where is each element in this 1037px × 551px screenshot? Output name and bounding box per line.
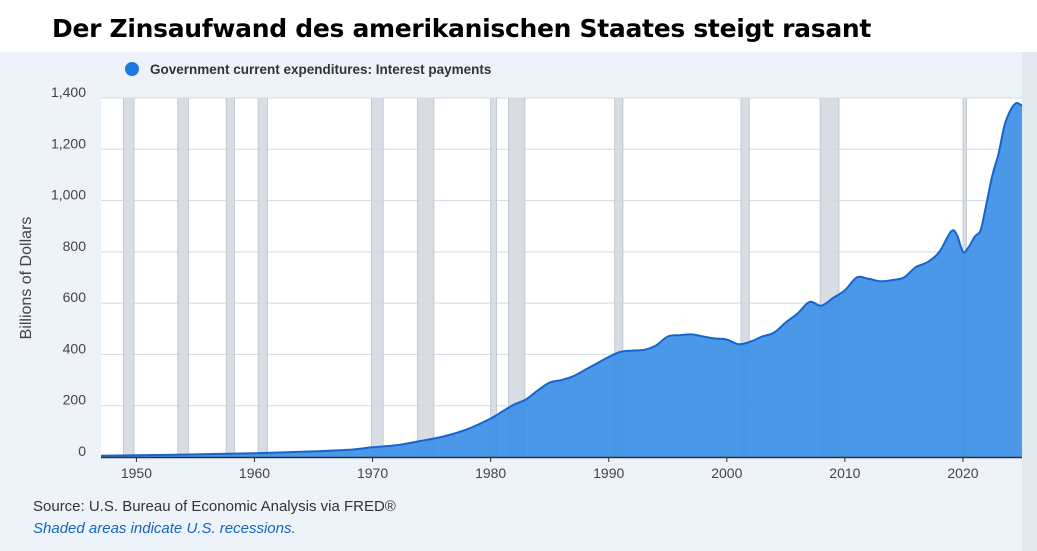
- x-tick-label: 1950: [121, 465, 152, 481]
- y-tick-label: 1,200: [51, 135, 86, 151]
- y-tick-label: 200: [63, 392, 87, 408]
- recession-band: [177, 98, 189, 457]
- recession-band: [371, 98, 384, 457]
- x-tick-label: 2020: [947, 465, 978, 481]
- x-tick-label: 1980: [475, 465, 506, 481]
- x-tick-label: 2010: [829, 465, 860, 481]
- recession-band: [490, 98, 497, 457]
- x-tick-label: 1960: [239, 465, 270, 481]
- x-tick-label: 1990: [593, 465, 624, 481]
- recession-band: [740, 98, 750, 457]
- y-tick-label: 400: [63, 340, 87, 356]
- recession-band: [258, 98, 268, 457]
- y-tick-label: 800: [63, 238, 87, 254]
- y-tick-label: 0: [78, 443, 86, 459]
- y-tick-label: 600: [63, 289, 87, 305]
- recession-band: [226, 98, 235, 457]
- axis-layer: 0 200 400 600 800 1,000 1,200 1,400 1950 1960 1970…: [51, 84, 1022, 481]
- y-tick-label: 1,000: [51, 187, 86, 203]
- legend-swatch: [125, 62, 139, 76]
- area-layer: [100, 101, 1023, 458]
- recession-band: [417, 98, 434, 457]
- recession-band: [123, 98, 135, 457]
- legend[interactable]: Government current expenditures: Interes…: [125, 60, 491, 78]
- scrollbar-track[interactable]: [1022, 52, 1037, 551]
- y-tick-label: 1,400: [51, 84, 86, 100]
- x-tick-label: 2000: [711, 465, 742, 481]
- recession-band: [508, 98, 525, 457]
- y-axis-title: Billions of Dollars: [18, 217, 35, 340]
- legend-label: Government current expenditures: Interes…: [150, 61, 492, 77]
- series-area: [101, 102, 1022, 458]
- x-tick-label: 1970: [357, 465, 388, 481]
- chart-title: Der Zinsaufwand des amerikanischen Staat…: [52, 14, 872, 43]
- recession-note: Shaded areas indicate U.S. recessions.: [33, 520, 296, 537]
- recession-band: [614, 98, 623, 457]
- series-line: [100, 101, 1023, 457]
- source-text: Source: U.S. Bureau of Economic Analysis…: [33, 498, 396, 515]
